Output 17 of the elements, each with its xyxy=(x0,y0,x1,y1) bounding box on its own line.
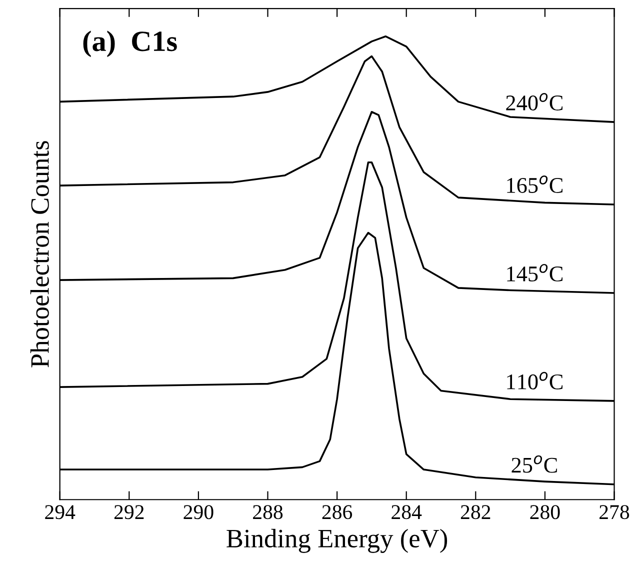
x-tick-label: 282 xyxy=(460,505,490,520)
series-label: 110$^{o}$C xyxy=(507,372,562,390)
series-label: 145$^{o}$C xyxy=(507,264,562,282)
series-label: 240$^{o}$C xyxy=(506,93,562,110)
x-tick-label: 278 xyxy=(600,505,630,520)
x-tick-label: 284 xyxy=(392,505,422,520)
x-tick-label: 290 xyxy=(184,505,214,520)
x-tick-label: 288 xyxy=(253,505,283,520)
x-tick-label: 294 xyxy=(45,505,76,520)
x-axis-title: Binding Energy (eV) xyxy=(226,528,448,553)
series-label: 25$^{o}$C xyxy=(512,455,557,473)
x-tick-label: 292 xyxy=(114,505,144,520)
x-tick-label: 286 xyxy=(322,505,352,520)
series-label: 165$^{o}$C xyxy=(507,176,562,193)
x-tick-label: 280 xyxy=(530,505,560,520)
annotation: (a) C1s xyxy=(83,30,177,58)
y-axis-title: Photoelectron Counts xyxy=(30,141,49,368)
